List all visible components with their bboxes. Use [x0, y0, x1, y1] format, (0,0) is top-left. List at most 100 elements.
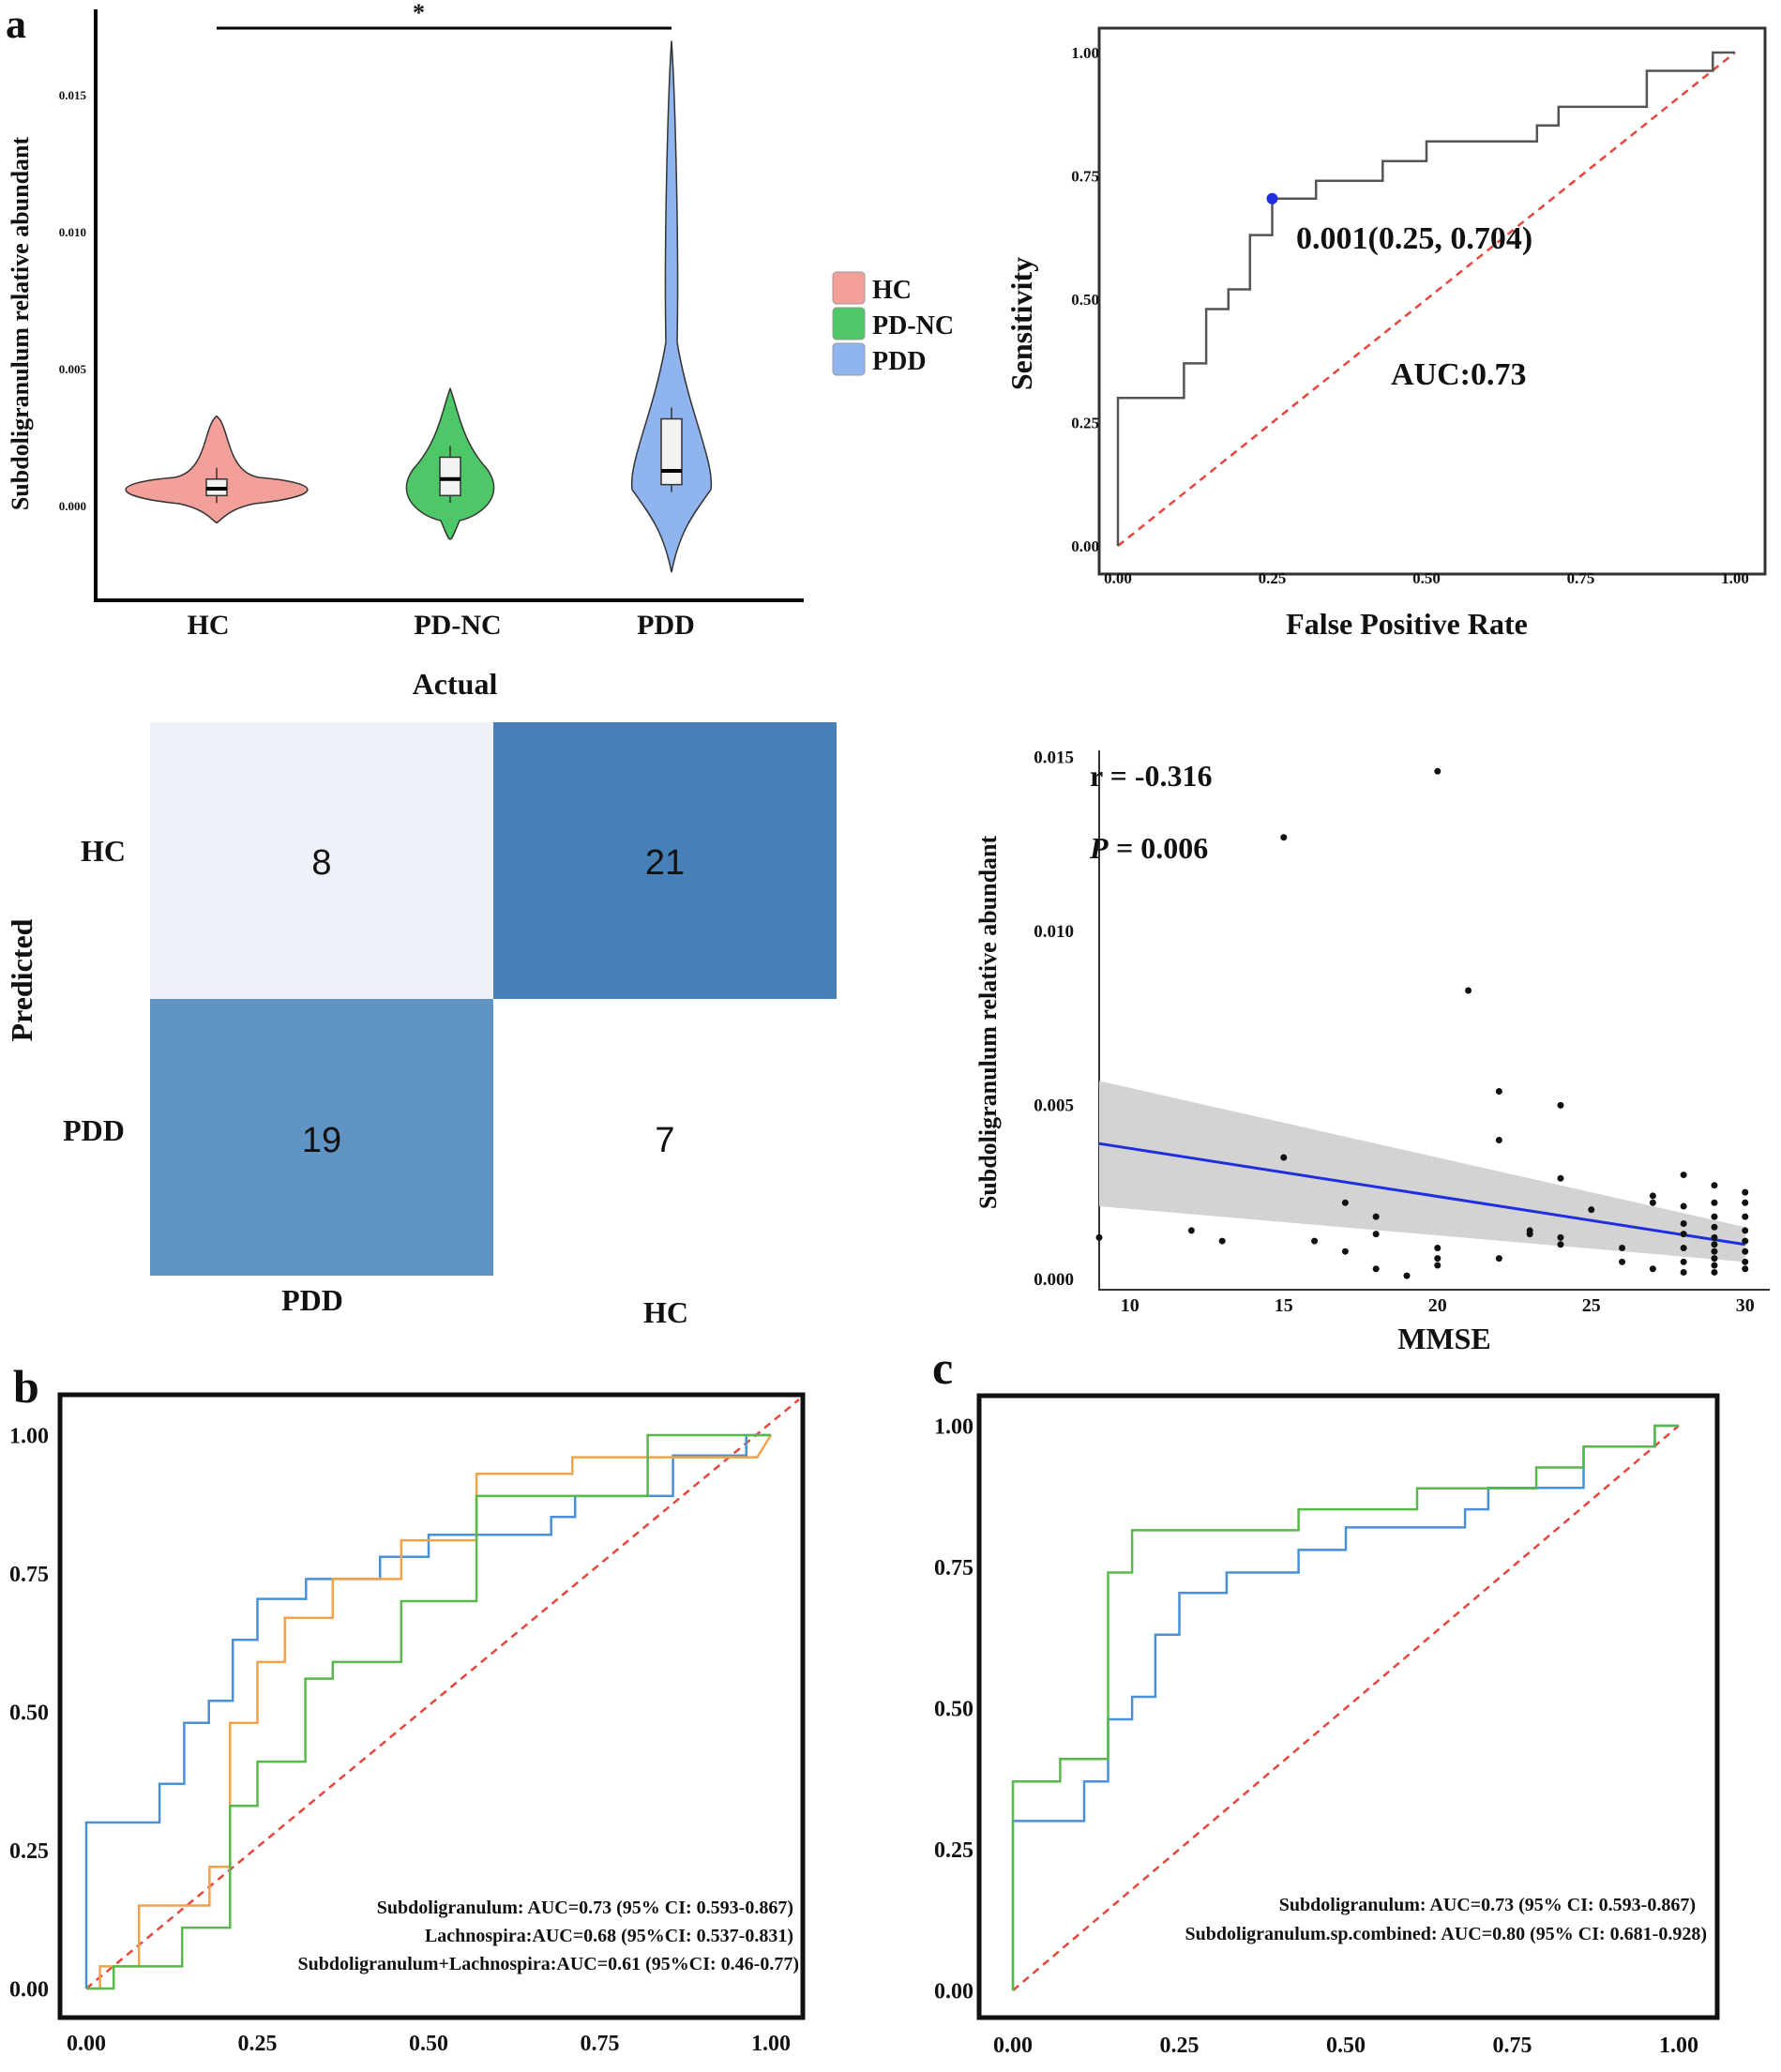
roc-b-curve-green — [86, 1433, 771, 1990]
scatter-point — [1403, 1272, 1411, 1279]
scatter-point — [1341, 1199, 1349, 1206]
y-tick-label: 1.00 — [934, 1414, 974, 1439]
x-tick-label: 0.00 — [1104, 569, 1132, 587]
scatter-chart: 10 15 20 25 30 0.000 0.005 0.010 0.015 r = -0.31… — [974, 748, 1770, 1355]
violin-xtick-label: HC — [188, 610, 230, 641]
scatter-p-symbol: P — [1089, 831, 1109, 865]
scatter-point — [1742, 1227, 1749, 1234]
scatter-point — [1680, 1231, 1687, 1238]
cell-value: 19 — [302, 1121, 341, 1160]
scatter-point — [1434, 1255, 1441, 1263]
confusion-xlabel-hc: HC — [643, 1295, 688, 1329]
scatter-point — [1434, 1244, 1441, 1251]
scatter-point — [1711, 1241, 1718, 1248]
scatter-point — [1711, 1223, 1718, 1231]
scatter-point — [1742, 1265, 1749, 1273]
roc-top-ylabel: Sensitivity — [1004, 257, 1038, 390]
y-tick-label: 0.25 — [9, 1839, 49, 1864]
x-tick-label: 1.00 — [751, 2032, 791, 2056]
scatter-point — [1495, 1136, 1502, 1143]
scatter-point — [1711, 1248, 1718, 1255]
roc-c-curve-blue — [1011, 1424, 1679, 1990]
x-tick-label: 1.00 — [1659, 2034, 1698, 2058]
y-tick-label: 0.75 — [934, 1556, 974, 1580]
scatter-point — [1434, 1262, 1441, 1269]
roc-top-threshold-point — [1266, 192, 1278, 204]
scatter-point — [1649, 1265, 1656, 1273]
roc-b-legend-1: Subdoligranulum: AUC=0.73 (95% CI: 0.593… — [377, 1898, 793, 1918]
roc-top-xlabel: False Positive Rate — [1286, 607, 1528, 641]
y-tick-label: 0.50 — [934, 1697, 974, 1721]
scatter-xtick-label: 30 — [1736, 1295, 1755, 1316]
scatter-point — [1649, 1199, 1656, 1206]
roc-top-auc: AUC:0.73 — [1391, 357, 1526, 392]
x-tick-label: 0.50 — [1412, 569, 1441, 587]
scatter-point — [1095, 1233, 1103, 1241]
roc-b-frame — [57, 1392, 806, 2020]
roc-b-legend-2: Lachnospira:AUC=0.68 (95%CI: 0.537-0.831… — [425, 1926, 793, 1946]
scatter-point — [1434, 767, 1441, 775]
x-tick-label: 0.50 — [409, 2032, 448, 2056]
scatter-point — [1557, 1233, 1564, 1241]
scatter-point — [1311, 1237, 1319, 1245]
scatter-xtick-label: 15 — [1275, 1295, 1293, 1316]
roc-c-curve-green — [1011, 1424, 1679, 1990]
scatter-point — [1187, 1227, 1195, 1234]
scatter-point — [1557, 1101, 1564, 1109]
scatter-point — [1465, 987, 1472, 994]
legend-label-pdd: PDD — [872, 347, 927, 376]
y-tick-label: 1.00 — [1071, 44, 1099, 62]
scatter-point — [1742, 1188, 1749, 1196]
x-tick-label: 0.75 — [1567, 569, 1595, 587]
confusion-xlabel: Actual — [413, 667, 498, 701]
roc-c-diagonal — [1012, 1425, 1680, 1991]
x-tick-label: 0.25 — [1259, 569, 1287, 587]
roc-c-frame — [976, 1393, 1720, 2020]
scatter-xtick-label: 25 — [1582, 1295, 1601, 1316]
y-tick-label: 0.00 — [9, 1977, 49, 2002]
scatter-point — [1649, 1192, 1656, 1200]
x-tick-label: 0.00 — [993, 2034, 1033, 2058]
violin-xtick-label: PD-NC — [414, 610, 501, 641]
y-tick-label: 0.25 — [1071, 414, 1099, 431]
scatter-point — [1341, 1248, 1349, 1255]
legend-label-pdnc: PD-NC — [872, 311, 954, 340]
scatter-point — [1711, 1262, 1718, 1269]
scatter-point — [1557, 1241, 1564, 1248]
scatter-xlabel: MMSE — [1397, 1322, 1491, 1355]
x-tick-label: 0.50 — [1326, 2034, 1366, 2058]
x-tick-label: 0.75 — [581, 2032, 620, 2056]
violin-chart: 0.000 0.005 0.010 0.015 Subdoligranulum rel… — [7, 0, 954, 641]
violin-body — [630, 40, 713, 573]
roc-b-diagonal — [85, 1399, 800, 1989]
scatter-ytick-label: 0.015 — [1034, 748, 1074, 767]
x-tick-label: 0.00 — [67, 2032, 106, 2056]
scatter-ytick-label: 0.000 — [1034, 1270, 1074, 1290]
y-tick-label: 0.75 — [1071, 167, 1099, 185]
scatter-fit-line — [1098, 1142, 1745, 1247]
violin-axes — [94, 9, 804, 602]
confusion-ylabel-pdd: PDD — [63, 1113, 125, 1147]
panel-label-c: c — [932, 1341, 953, 1394]
roc-top-curve — [1116, 51, 1735, 546]
y-tick-label: 0.00 — [934, 1979, 974, 2004]
scatter-point — [1680, 1244, 1687, 1251]
y-tick-label: 0.50 — [1071, 291, 1099, 309]
roc-b-curve-orange — [86, 1434, 773, 1990]
scatter-point — [1680, 1172, 1687, 1179]
scatter-point — [1680, 1258, 1687, 1265]
y-tick-label: 0.25 — [934, 1838, 974, 1863]
panel-label-b: b — [13, 1360, 39, 1413]
violin-legend: HC PD-NC PDD — [832, 271, 954, 376]
scatter-ylabel: Subdoligranulum relative abundant — [974, 836, 1002, 1210]
roc-c-chart: 0.00 0.00 0.25 0.25 0.50 0.50 0.75 0.75 1.00 1.00… — [934, 1393, 1720, 2058]
scatter-point — [1218, 1237, 1226, 1245]
scatter-point — [1372, 1265, 1380, 1273]
scatter-ytick-label: 0.010 — [1034, 922, 1074, 942]
scatter-point — [1495, 1255, 1502, 1263]
scatter-point — [1557, 1174, 1564, 1182]
y-tick-label: 1.00 — [9, 1424, 49, 1448]
scatter-point — [1280, 1154, 1288, 1161]
violin-ytick-label: 0.010 — [59, 225, 86, 239]
